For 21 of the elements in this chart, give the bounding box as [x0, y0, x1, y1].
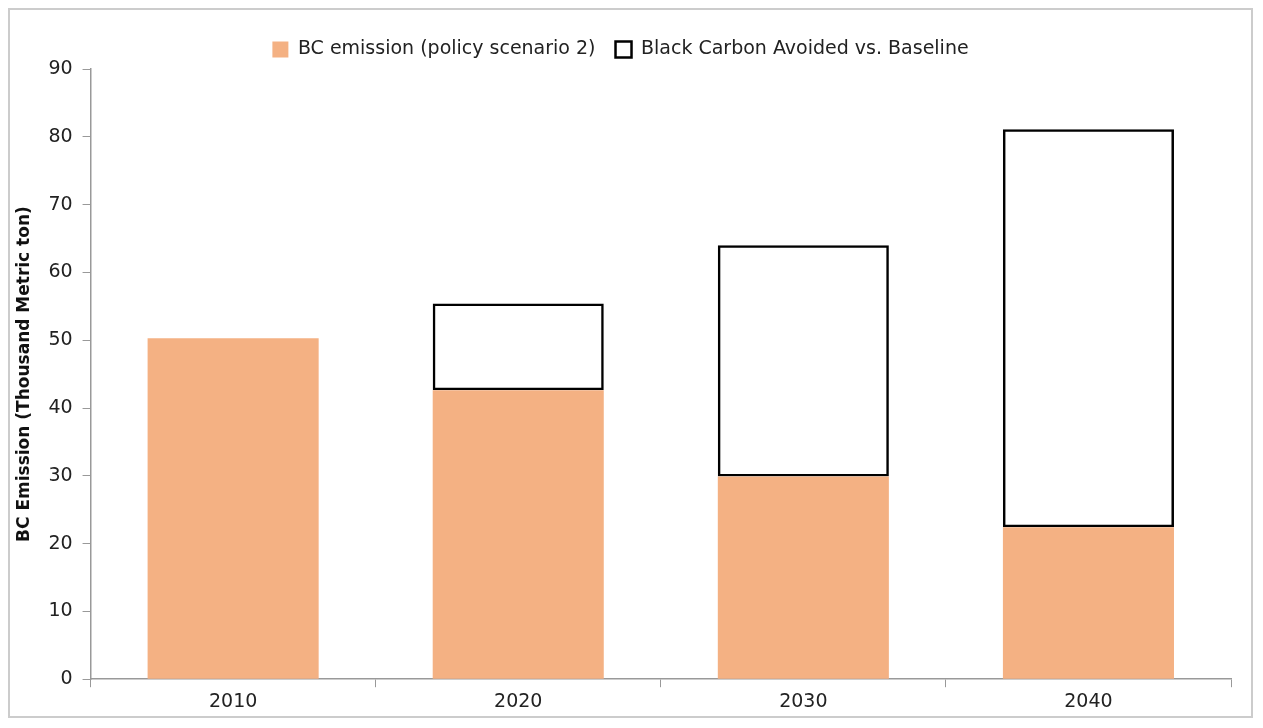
y-tick-label: 20: [48, 530, 73, 553]
x-tick-label: 2010: [208, 688, 258, 711]
y-tick-label: 40: [48, 394, 73, 417]
bar: [1002, 527, 1174, 679]
legend-label: Black Carbon Avoided vs. Baseline: [641, 36, 969, 59]
y-tick-label: 10: [48, 598, 73, 621]
y-tick-label: 30: [48, 462, 73, 485]
x-tick-label: 2020: [494, 688, 543, 711]
legend-label: BC emission (policy scenario 2): [297, 36, 596, 59]
bar: [147, 338, 319, 679]
y-tick-label: 70: [48, 191, 73, 214]
x-tick-label: 2030: [779, 688, 828, 711]
bar: [717, 476, 889, 679]
bar: [432, 390, 604, 679]
y-tick-label: 50: [48, 327, 73, 350]
y-tick-label: 80: [48, 123, 73, 146]
y-tick-label: 60: [48, 259, 73, 282]
x-tick-label: 2040: [1064, 688, 1113, 711]
y-tick-label: 90: [48, 55, 73, 78]
y-tick-label: 0: [60, 666, 73, 689]
y-axis-title: BC Emission (Thousand Metric ton): [12, 206, 33, 542]
